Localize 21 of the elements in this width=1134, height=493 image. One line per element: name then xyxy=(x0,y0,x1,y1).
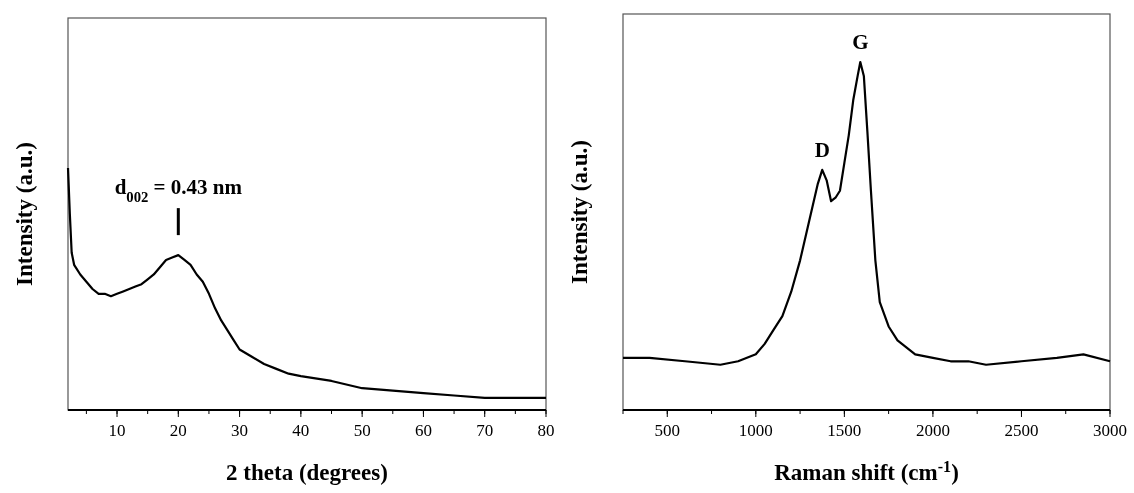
x-tick-label: 20 xyxy=(169,421,187,440)
x-tick-label: 500 xyxy=(654,421,681,440)
x-axis-title: 2 theta (degrees) xyxy=(226,460,388,485)
x-tick-label: 2500 xyxy=(1004,421,1039,440)
x-tick-label: 50 xyxy=(353,421,371,440)
x-tick-label: 3000 xyxy=(1093,421,1127,440)
annotation: d$_{002}$ = 0.43 nm xyxy=(114,175,243,206)
x-tick-label: 10 xyxy=(108,421,126,440)
x-tick-label: 1500 xyxy=(827,421,862,440)
y-axis-title: Intensity (a.u.) xyxy=(12,142,37,286)
x-tick-label: 80 xyxy=(537,421,555,440)
x-tick-label: 40 xyxy=(292,421,310,440)
x-tick-label: 30 xyxy=(231,421,249,440)
x-axis-title: Raman shift (cm$^{-1}$) xyxy=(774,457,959,485)
x-tick-label: 2000 xyxy=(915,421,950,440)
x-tick-label: 60 xyxy=(414,421,432,440)
y-axis-title: Intensity (a.u.) xyxy=(567,140,592,284)
x-tick-label: 1000 xyxy=(738,421,773,440)
annotation: G xyxy=(852,30,869,54)
annotation: D xyxy=(814,137,830,162)
x-tick-label: 70 xyxy=(476,421,494,440)
